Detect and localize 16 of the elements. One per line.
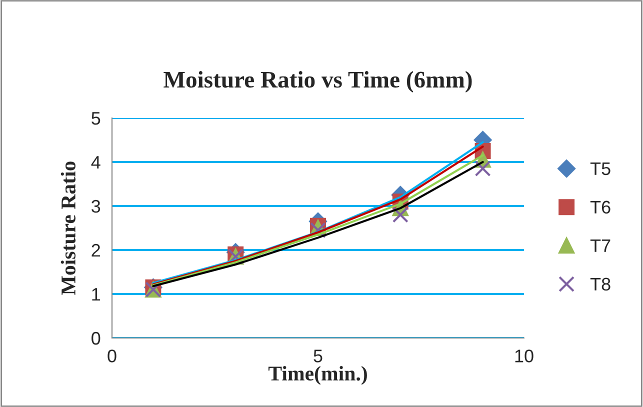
legend-label: T6 [590, 200, 610, 214]
legend-label: T8 [590, 278, 610, 291]
legend-label: T5 [590, 162, 610, 176]
x-tick-label: 0 [108, 350, 116, 362]
legend-label: T7 [590, 239, 610, 252]
y-tick-label: 3 [92, 200, 100, 213]
y-tick-label: 0 [92, 332, 100, 345]
y-tick-label: 1 [92, 288, 100, 301]
chart-title: Moisture Ratio vs Time (6mm) [164, 71, 472, 92]
y-tick-label: 5 [92, 112, 100, 125]
x-tick-label: 10 [515, 350, 534, 362]
y-axis-title: Moisture Ratio [60, 162, 76, 295]
y-tick-label: 4 [91, 156, 100, 169]
x-tick-label: 5 [314, 350, 322, 362]
y-tick-label: 2 [92, 244, 100, 257]
x-axis-title: Time(min.) [268, 366, 367, 385]
